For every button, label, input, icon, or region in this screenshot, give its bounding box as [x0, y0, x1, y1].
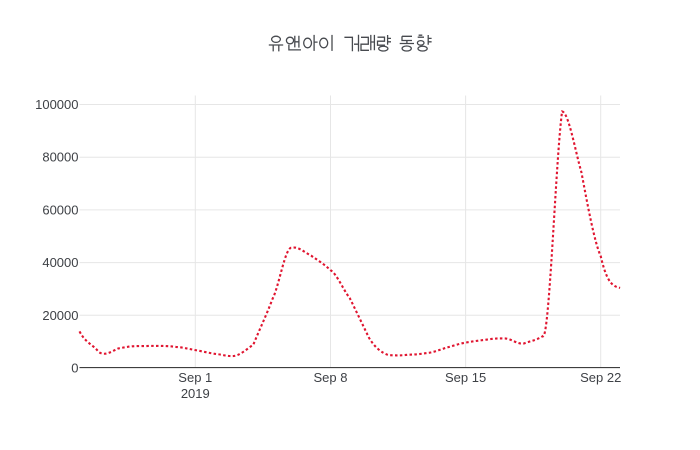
- svg-text:Sep 8: Sep 8: [314, 370, 348, 385]
- svg-text:Sep 15: Sep 15: [445, 370, 486, 385]
- svg-text:2019: 2019: [181, 386, 210, 401]
- svg-text:60000: 60000: [42, 202, 78, 217]
- svg-text:40000: 40000: [42, 255, 78, 270]
- svg-text:Sep 1: Sep 1: [178, 370, 212, 385]
- svg-text:80000: 80000: [42, 150, 78, 165]
- svg-text:Sep 22: Sep 22: [580, 370, 621, 385]
- svg-text:0: 0: [71, 361, 78, 376]
- svg-text:100000: 100000: [35, 97, 78, 112]
- svg-text:20000: 20000: [42, 308, 78, 323]
